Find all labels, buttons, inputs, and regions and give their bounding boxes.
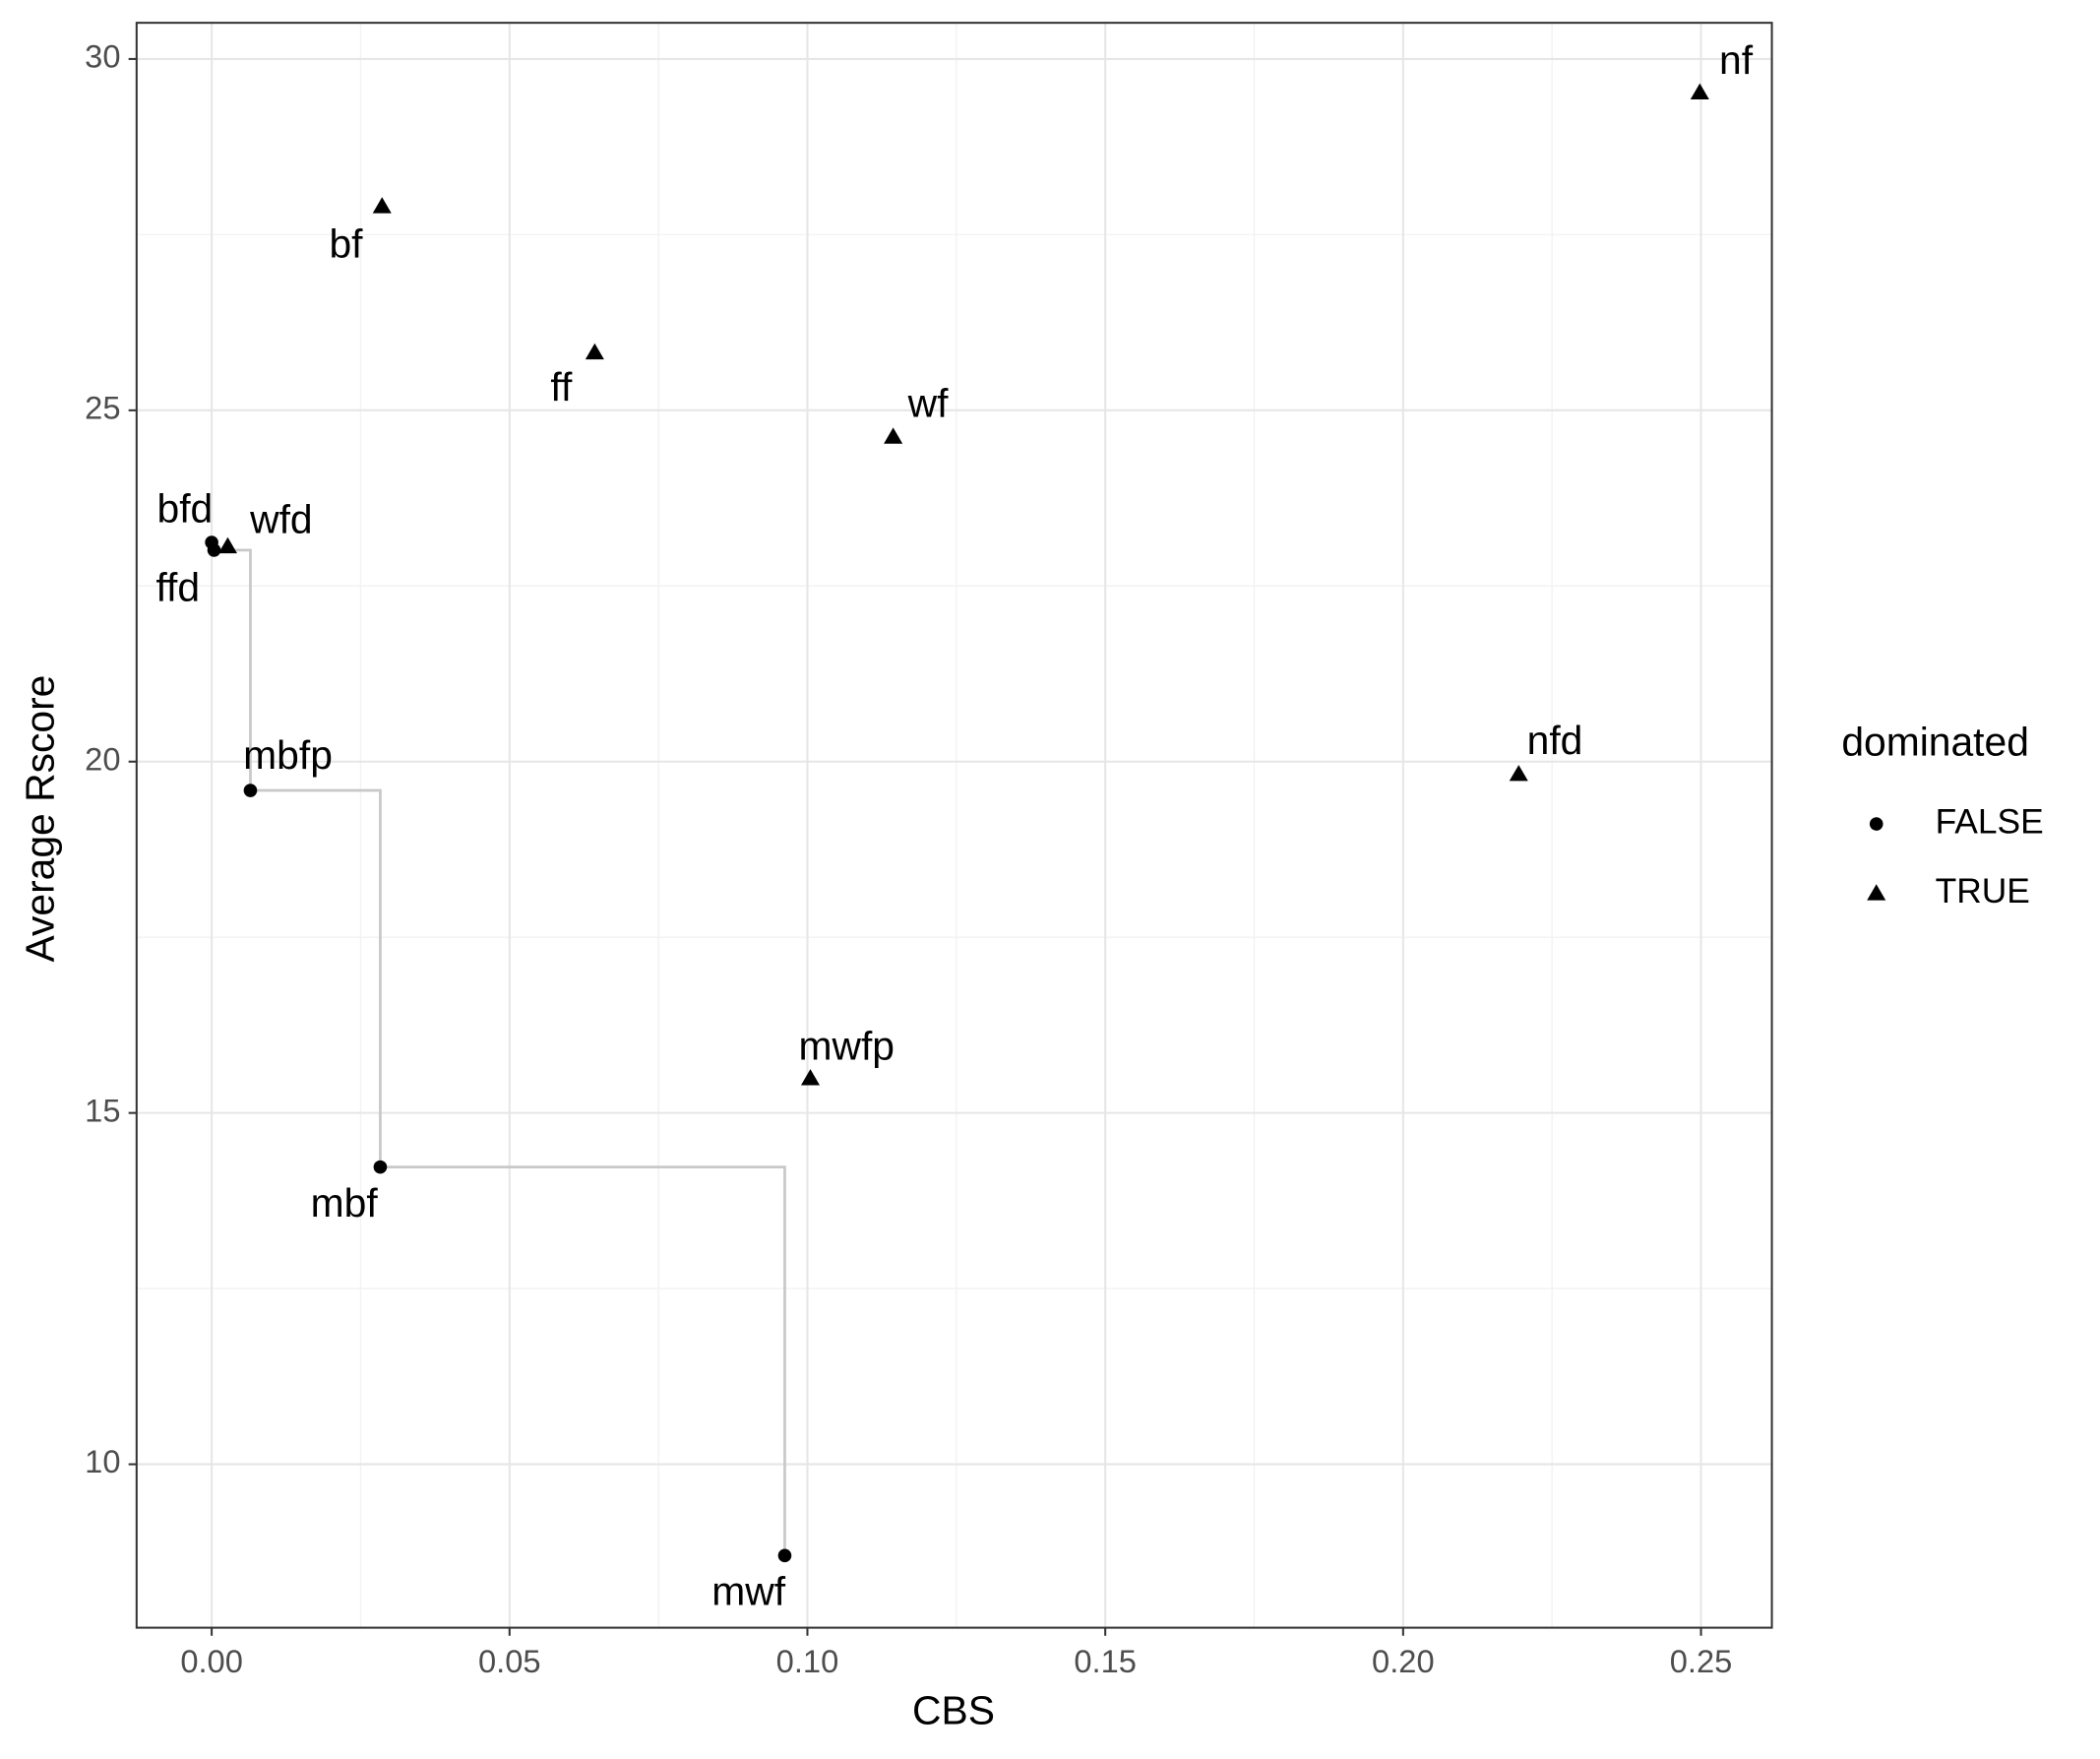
point — [207, 543, 221, 557]
panel-border — [135, 22, 1773, 1629]
point — [217, 536, 237, 554]
point-label: mbfp — [243, 732, 333, 778]
x-tick-label: 0.10 — [776, 1643, 839, 1679]
point-label: wf — [907, 380, 949, 425]
plot-area: bfd ffd mbfp mbf mwf nf bf ff wf wfd nfd mwfp — [155, 37, 1753, 1614]
point-label: wfd — [249, 497, 313, 542]
point-label: ff — [550, 364, 573, 409]
y-tick-label: 15 — [85, 1092, 120, 1128]
x-tick-label: 0.00 — [180, 1643, 243, 1679]
point-label: mwfp — [798, 1024, 895, 1069]
point-label: nf — [1719, 37, 1754, 83]
point — [1509, 765, 1528, 782]
legend-label: TRUE — [1936, 872, 2030, 911]
point-label: mwf — [711, 1569, 785, 1614]
point — [884, 427, 903, 444]
point-label: ffd — [155, 564, 200, 609]
point-label: bf — [329, 220, 363, 266]
y-tick-label: 10 — [85, 1443, 120, 1479]
point — [243, 784, 258, 797]
x-tick-label: 0.25 — [1670, 1643, 1733, 1679]
legend-title: dominated — [1841, 720, 2029, 765]
y-tick-label: 30 — [85, 38, 120, 75]
point — [777, 1548, 792, 1563]
legend-key — [1869, 817, 1884, 831]
y-tick-label: 25 — [85, 389, 120, 425]
y-tick-label: 20 — [85, 740, 120, 777]
point — [800, 1069, 821, 1086]
x-tick-label: 0.05 — [478, 1643, 541, 1679]
grid — [136, 23, 1772, 1628]
y-axis-title: Average Rscore — [17, 675, 62, 963]
point — [585, 343, 604, 360]
x-axis-title: CBS — [912, 1687, 995, 1732]
x-tick-label: 0.20 — [1372, 1643, 1435, 1679]
legend-key — [1867, 884, 1886, 901]
x-tick-label: 0.15 — [1074, 1643, 1137, 1679]
point-label: mbf — [311, 1180, 379, 1225]
point-label: nfd — [1527, 718, 1583, 763]
point — [1690, 83, 1709, 99]
point-label: bfd — [157, 486, 214, 532]
point — [372, 197, 392, 214]
point — [373, 1160, 388, 1174]
legend-label: FALSE — [1936, 802, 2044, 841]
